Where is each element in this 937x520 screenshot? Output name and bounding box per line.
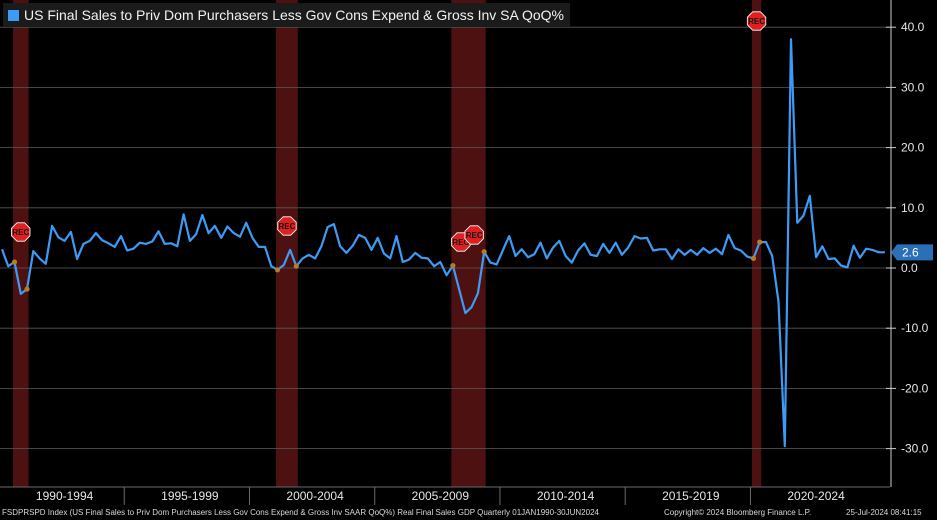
x-tick-label: 2020-2024 [787, 489, 845, 503]
recession-point [274, 267, 281, 273]
y-tick-label: 0.0 [901, 261, 918, 275]
recession-point [293, 263, 299, 269]
recession-point [450, 262, 456, 269]
x-tick-label: 2015-2019 [662, 489, 720, 503]
recession-bands [13, 0, 762, 487]
y-tick-label: -20.0 [901, 381, 929, 395]
y-tick-label: -10.0 [901, 321, 929, 335]
x-axis: 1990-1994 1995-1999 2000-2004 2005-2009 2010… [36, 487, 845, 505]
last-value-flag [891, 244, 933, 261]
footer-copyright: Copyright© 2024 Bloomberg Finance L.P. [664, 508, 812, 517]
recession-point [24, 286, 30, 292]
footer-source: FSDPRSPD Index (US Final Sales to Priv D… [2, 508, 599, 517]
recession-marker [277, 216, 297, 236]
recession-band [751, 0, 762, 487]
legend-label: US Final Sales to Priv Dom Purchasers Le… [24, 7, 564, 23]
recession-marker-label: REC [452, 238, 469, 247]
recession-point [750, 255, 757, 261]
x-tick-label: 1995-1999 [161, 489, 219, 503]
y-axis: 40.0 30.0 20.0 10.0 0.0 -10.0 -20.0 -30.0 2.6 [886, 0, 933, 487]
gridlines [0, 26, 890, 488]
y-tick-label: 20.0 [901, 141, 925, 155]
legend-swatch [8, 9, 19, 21]
recession-marker [746, 11, 767, 31]
recession-marker [11, 222, 31, 242]
last-value-label: 2.6 [902, 245, 919, 259]
chart-legend: US Final Sales to Priv Dom Purchasers Le… [3, 3, 570, 27]
footer-timestamp: 25-Jul-2024 08:41:15 [846, 508, 922, 517]
series-layer [0, 38, 885, 448]
recession-band [13, 0, 29, 487]
y-tick-label: 40.0 [901, 20, 925, 34]
footer: FSDPRSPD Index (US Final Sales to Priv D… [0, 505, 937, 520]
x-tick-label: 1990-1994 [36, 489, 94, 503]
recession-point [11, 259, 18, 265]
recession-point [481, 249, 487, 255]
y-tick-label: 10.0 [901, 201, 925, 215]
x-tick-label: 2000-2004 [286, 489, 344, 503]
series-line [0, 38, 885, 448]
recession-marker-label: REC [748, 17, 765, 26]
recession-marker-label: REC [466, 231, 483, 240]
recession-band [276, 0, 298, 487]
recession-point [757, 239, 763, 245]
y-tick-label: 30.0 [901, 80, 925, 94]
x-tick-label: 2005-2009 [412, 489, 470, 503]
recession-marker-label: REC [278, 222, 295, 231]
x-tick-label: 2010-2014 [537, 489, 595, 503]
y-tick-label: -30.0 [901, 442, 929, 456]
recession-marker [464, 225, 484, 245]
recession-marker-label: REC [12, 228, 29, 237]
